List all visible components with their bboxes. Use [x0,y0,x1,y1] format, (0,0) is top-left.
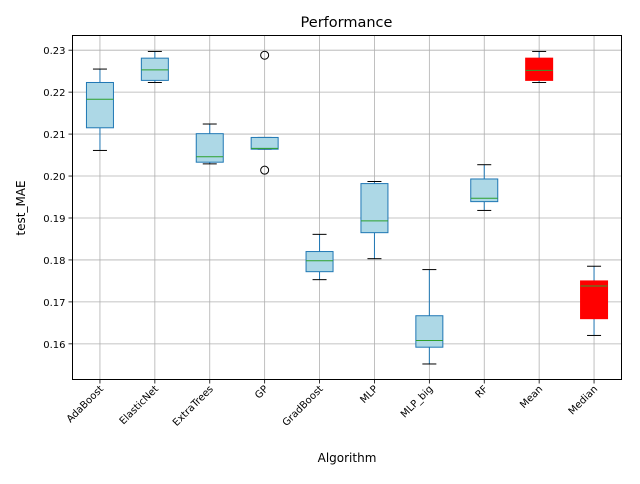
y-tick-label: 0.22 [43,88,65,99]
box-gp [250,50,279,175]
x-tick-label: Mean [518,384,545,411]
box-mlp [360,180,389,260]
y-tick-label: 0.19 [43,214,65,225]
iqr-box [250,136,279,150]
box-rf [470,164,499,211]
x-tick-label: GradBoost [281,384,326,429]
x-tick-label: MLP_big [399,384,436,421]
iqr-box [305,251,334,273]
y-tick-label: 0.18 [43,256,65,267]
y-axis-label: test_MAE [14,180,28,235]
boxes-layer [85,50,609,365]
iqr-box [360,183,389,234]
iqr-box [195,133,224,163]
plot-frame [72,35,622,380]
iqr-box [415,315,444,348]
y-tick-label: 0.20 [43,172,65,183]
x-tick-label: RF [474,384,491,401]
grid-lines [72,35,622,380]
x-tick-label: Median [567,384,600,417]
y-tick-label: 0.16 [43,340,65,351]
chart-title: Performance [301,15,393,31]
x-axis-label: Algorithm [318,451,377,465]
box-median [580,265,609,336]
box-adaboost [85,68,114,151]
box-mean [525,50,554,83]
box-gradboost [305,233,334,281]
axis-ticks: 0.16 0.17 0.18 0.19 0.20 0.21 0.22 0.23 AdaBoost… [43,46,600,429]
x-tick-label: MLP [358,384,380,406]
iqr-box [580,280,609,320]
box-elasticnet [140,50,169,83]
iqr-box [85,81,114,129]
x-tick-label: ElasticNet [118,384,161,427]
iqr-box [525,57,554,81]
iqr-box [140,57,169,81]
y-tick-label: 0.23 [43,46,65,57]
outlier-point [260,50,270,60]
outlier-point [260,165,270,175]
x-tick-label: GP [253,384,271,402]
x-tick-label: ExtraTrees [171,384,216,429]
box-mlp-big [415,269,444,365]
box-extratrees [195,123,224,165]
y-tick-label: 0.17 [43,298,65,309]
iqr-box [470,178,499,203]
y-tick-label: 0.21 [43,130,65,141]
x-tick-label: AdaBoost [65,384,106,425]
